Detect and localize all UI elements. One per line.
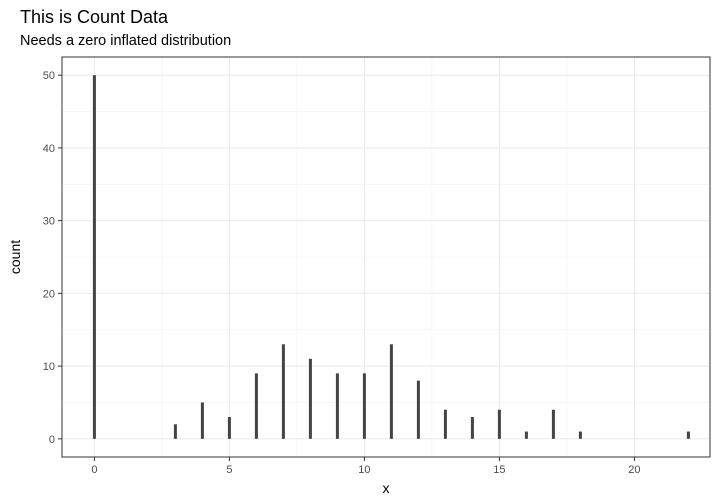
bar (227, 417, 231, 439)
chart-title: This is Count Data (20, 7, 169, 27)
x-tick-label: 0 (91, 464, 97, 476)
y-tick-label: 50 (43, 70, 55, 82)
bars (92, 75, 690, 439)
x-tick-label: 5 (226, 464, 232, 476)
bar (578, 431, 582, 439)
y-tick-label: 40 (43, 143, 55, 155)
bar (470, 417, 474, 439)
bar (308, 358, 312, 439)
bar (92, 75, 96, 439)
x-tick-label: 20 (628, 464, 640, 476)
bar (254, 373, 258, 439)
y-axis-ticks: 0 10 20 30 40 50 (43, 70, 62, 446)
y-tick-label: 10 (43, 361, 55, 373)
panel-border (61, 56, 711, 458)
y-tick-label: 30 (43, 216, 55, 228)
bar (524, 431, 528, 439)
chart-subtitle: Needs a zero inflated distribution (20, 33, 232, 49)
x-tick-label: 15 (493, 464, 505, 476)
y-axis-title: count (7, 240, 23, 274)
minor-gridlines (62, 57, 710, 457)
bar (200, 402, 204, 439)
bar (335, 373, 339, 439)
y-tick-label: 20 (43, 288, 55, 300)
x-axis-ticks: 0 5 10 15 20 (91, 457, 641, 476)
x-axis-title: x (383, 480, 390, 496)
bar (497, 409, 501, 439)
bar (416, 380, 420, 439)
bar (173, 424, 177, 439)
bar (686, 431, 690, 439)
y-tick-label: 0 (49, 434, 55, 446)
bar (362, 373, 366, 439)
bar (443, 409, 447, 439)
bar (551, 409, 555, 439)
bar (389, 344, 393, 439)
bar (281, 344, 285, 439)
x-tick-label: 10 (358, 464, 370, 476)
